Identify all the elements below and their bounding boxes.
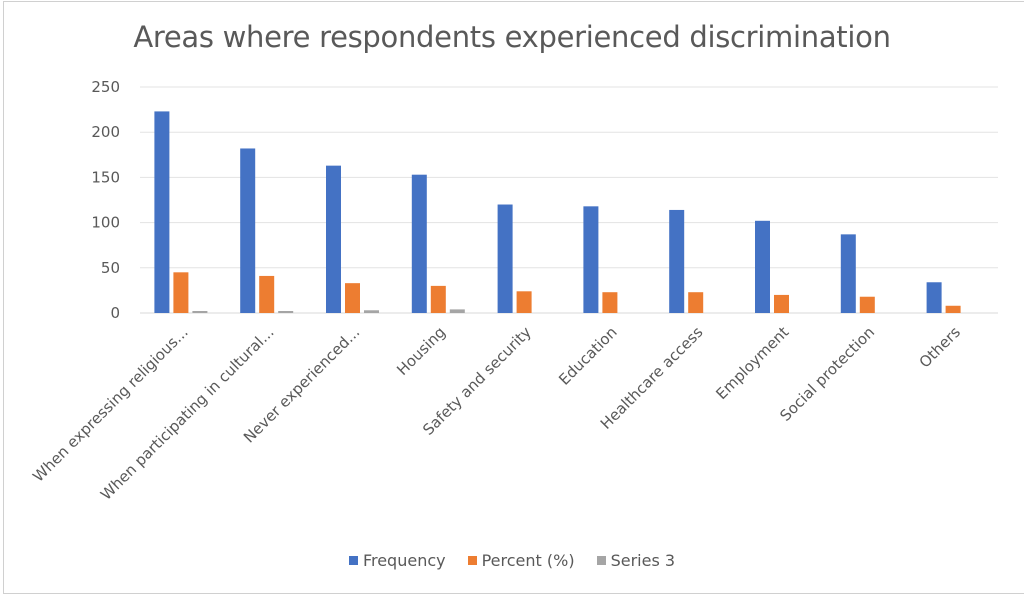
x-axis: When expressing religious...When partici… (29, 323, 964, 504)
y-tick-label: 250 (91, 78, 120, 96)
legend-swatch (348, 556, 358, 565)
bar-percent-6 (688, 292, 704, 313)
x-tick-label: Employment (712, 323, 792, 403)
bar-frequency-2 (326, 165, 341, 313)
bar-percent-9 (945, 305, 961, 313)
bar-frequency-6 (669, 209, 685, 313)
bar-series-3-1 (278, 311, 294, 313)
legend-item: Percent (%) (467, 551, 575, 570)
bar-percent-0 (173, 272, 189, 313)
y-tick-label: 200 (91, 123, 120, 141)
y-tick-label: 150 (91, 168, 120, 186)
bar-percent-4 (516, 291, 532, 313)
x-tick-label: When expressing religious... (29, 323, 191, 485)
x-tick-label: Others (916, 323, 965, 372)
bar-percent-7 (774, 294, 789, 313)
x-tick-label: Social protection (776, 323, 878, 425)
bar-frequency-1 (240, 148, 256, 313)
bar-percent-8 (859, 296, 875, 313)
bar-frequency-5 (583, 206, 599, 313)
legend-item: Series 3 (596, 551, 676, 570)
x-tick-label: When participating in cultural... (97, 323, 278, 504)
legend-swatch (596, 556, 606, 565)
bars (154, 111, 961, 314)
bar-series-3-3 (449, 309, 465, 313)
chart-title: Areas where respondents experienced disc… (133, 20, 891, 54)
legend-item: Frequency (348, 551, 446, 570)
bar-frequency-7 (755, 220, 770, 313)
bar-frequency-3 (411, 174, 427, 313)
legend-label: Frequency (362, 551, 446, 570)
bar-frequency-8 (840, 234, 856, 313)
bar-percent-2 (345, 283, 360, 313)
y-tick-label: 0 (110, 304, 120, 322)
bar-percent-1 (259, 275, 275, 313)
legend-label: Series 3 (610, 551, 676, 570)
legend-label: Percent (%) (481, 551, 575, 570)
bar-frequency-4 (497, 204, 513, 313)
bar-series-3-0 (192, 311, 208, 313)
y-tick-label: 100 (91, 214, 120, 232)
bar-percent-3 (430, 285, 446, 313)
legend: Frequency Percent (%) Series 3 (0, 551, 1024, 570)
bar-frequency-9 (926, 282, 942, 313)
legend-swatch (467, 556, 477, 565)
bar-frequency-0 (154, 111, 170, 314)
x-tick-label: Housing (393, 323, 449, 379)
y-axis: 0 50 100 150 200 250 (91, 78, 120, 322)
bar-percent-5 (602, 292, 618, 313)
y-tick-label: 50 (101, 259, 120, 277)
x-tick-label: Education (555, 323, 621, 389)
bar-series-3-2 (364, 310, 379, 313)
